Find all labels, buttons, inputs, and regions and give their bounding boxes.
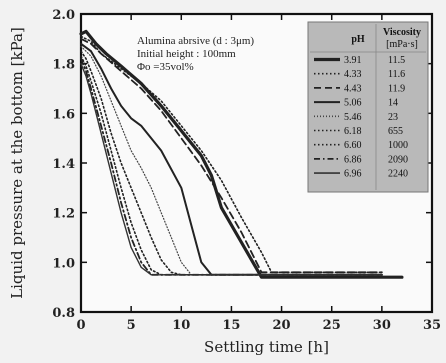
legend-box [307, 21, 429, 193]
y-tick-label: 2.0 [52, 8, 75, 23]
legend-ph-value: 6.60 [344, 140, 362, 151]
annotation-line: Alumina abrsive (d : 3μm) [137, 35, 254, 47]
series-line-ph-5-46 [80, 45, 383, 276]
x-tick-label: 35 [423, 318, 441, 333]
x-tick-label: 15 [222, 318, 240, 333]
legend-ph-value: 4.33 [344, 69, 362, 80]
legend-ph-value: 6.86 [344, 154, 362, 165]
legend-ph-value: 6.96 [344, 169, 362, 180]
y-tick-label: 1.2 [52, 207, 75, 222]
legend-viscosity-value: 11.6 [388, 69, 405, 80]
series-line-ph-4-33 [80, 35, 383, 274]
series-line-ph-6-60 [80, 55, 383, 276]
legend-header-ph: pH [351, 34, 365, 45]
y-tick-label: 1.6 [52, 107, 75, 122]
x-tick-label: 25 [323, 318, 341, 333]
legend-ph-value: 4.43 [344, 83, 362, 94]
y-tick-label: 1.0 [52, 256, 75, 271]
legend-viscosity-value: 14 [388, 98, 398, 109]
series-line-ph-6-86 [80, 57, 383, 276]
series-line-ph-6-96 [80, 63, 383, 276]
series-line-ph-6-18 [80, 50, 383, 276]
legend-viscosity-value: 2240 [388, 169, 408, 180]
annotation-line: Initial height : 100mm [137, 48, 236, 60]
legend-viscosity-value: 11.5 [388, 55, 405, 66]
x-tick-label: 5 [127, 318, 136, 333]
legend-viscosity-value: 655 [388, 126, 403, 137]
legend-viscosity-value: 11.9 [388, 83, 405, 94]
y-tick-label: 1.4 [52, 157, 75, 172]
series-line-ph-5-06 [80, 42, 383, 276]
legend-ph-value: 3.91 [344, 55, 362, 66]
legend-unit-viscosity: [mPa·s] [386, 39, 418, 50]
legend-header-viscosity: Viscosity [383, 27, 421, 38]
x-tick-label: 30 [373, 318, 391, 333]
legend-ph-value: 6.18 [344, 126, 362, 137]
series-line-ph-3-91 [79, 29, 404, 279]
legend-ph-value: 5.06 [344, 98, 362, 109]
x-tick-label: 0 [76, 318, 85, 333]
legend-viscosity-value: 23 [388, 112, 398, 123]
y-axis-title: Liquid pressure at the bottom [kPa] [8, 27, 26, 299]
y-tick-label: 0.8 [52, 306, 75, 321]
legend-viscosity-value: 2090 [388, 154, 408, 165]
x-tick-label: 20 [273, 318, 291, 333]
y-tick-label: 1.8 [52, 58, 75, 73]
annotation-line: Φo =35vol% [137, 61, 194, 73]
legend-viscosity-value: 1000 [388, 140, 408, 151]
x-axis-title: Settling time [h] [204, 338, 329, 356]
x-tick-label: 10 [172, 318, 190, 333]
series-line-ph-4-43 [80, 37, 383, 274]
legend-ph-value: 5.46 [344, 112, 362, 123]
